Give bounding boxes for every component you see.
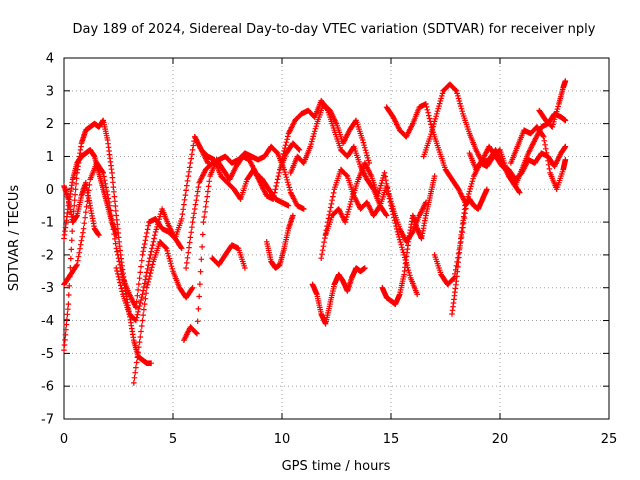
data-point-markers bbox=[183, 143, 307, 271]
y-tick-label: -3 bbox=[41, 281, 54, 296]
data-point-markers bbox=[508, 124, 569, 193]
series-sat-v bbox=[466, 143, 569, 183]
y-tick-labels: -7 -6 -5 -4 -3 -2 -1 0 1 2 3 4 bbox=[41, 52, 54, 428]
x-tick-label: 25 bbox=[601, 432, 618, 447]
x-tick-label: 15 bbox=[383, 432, 400, 447]
series-sat-c bbox=[61, 147, 120, 242]
x-tick-label: 5 bbox=[169, 432, 177, 447]
data-point-markers bbox=[61, 160, 185, 311]
chart-title: Day 189 of 2024, Sidereal Day-to-day VTE… bbox=[73, 22, 596, 37]
series-sat-q bbox=[379, 173, 438, 307]
data-point-markers bbox=[263, 212, 296, 271]
x-tick-label: 20 bbox=[492, 432, 509, 447]
data-point-markers bbox=[61, 147, 120, 242]
data-point-markers bbox=[379, 173, 438, 307]
data-series bbox=[61, 78, 569, 386]
data-point-markers bbox=[420, 81, 569, 189]
x-axis-label: GPS time / hours bbox=[282, 459, 391, 474]
data-point-markers bbox=[61, 179, 102, 238]
y-tick-label: -1 bbox=[41, 216, 54, 231]
series-sat-i bbox=[192, 134, 303, 202]
y-axis-label: SDTVAR / TECUs bbox=[7, 185, 22, 292]
y-tick-label: -7 bbox=[41, 413, 54, 428]
y-tick-label: 2 bbox=[46, 117, 54, 132]
data-point-markers bbox=[287, 101, 372, 176]
y-tick-label: 0 bbox=[46, 183, 54, 198]
series-sat-h bbox=[183, 143, 307, 271]
data-point-markers bbox=[309, 265, 368, 327]
series-sat-a bbox=[61, 117, 154, 366]
series-sat-o bbox=[318, 166, 429, 261]
series-sat-w bbox=[508, 124, 569, 193]
data-point-markers bbox=[466, 143, 569, 183]
y-tick-label: 4 bbox=[46, 52, 54, 67]
data-point-markers bbox=[192, 134, 303, 202]
series-sat-s bbox=[420, 81, 569, 189]
x-tick-label: 0 bbox=[60, 432, 68, 447]
series-sat-p bbox=[322, 160, 420, 298]
y-tick-label: 1 bbox=[46, 150, 54, 165]
series-sat-b bbox=[61, 160, 185, 311]
series-sat-r bbox=[383, 101, 468, 206]
x-tick-labels: 0 5 10 15 20 25 bbox=[60, 432, 617, 447]
data-point-markers bbox=[536, 78, 569, 130]
y-tick-label: -2 bbox=[41, 248, 54, 263]
data-point-markers bbox=[318, 166, 429, 261]
series-sat-n bbox=[309, 265, 368, 327]
data-point-markers bbox=[383, 101, 468, 206]
series-sat-x bbox=[536, 78, 569, 130]
y-tick-label: 3 bbox=[46, 84, 54, 99]
y-tick-label: -4 bbox=[41, 314, 54, 329]
y-tick-label: -5 bbox=[41, 347, 54, 362]
series-sat-f bbox=[131, 239, 196, 386]
data-point-markers bbox=[322, 160, 420, 298]
series-sat-j bbox=[209, 242, 248, 271]
x-tick-label: 10 bbox=[274, 432, 291, 447]
data-point-markers bbox=[209, 242, 248, 271]
series-sat-k bbox=[263, 212, 296, 271]
data-point-markers bbox=[131, 239, 196, 386]
series-sat-u bbox=[449, 186, 490, 317]
series-sat-m bbox=[287, 101, 372, 176]
data-point-markers bbox=[449, 186, 490, 317]
data-point-markers bbox=[61, 117, 154, 366]
y-tick-label: -6 bbox=[41, 380, 54, 395]
series-sat-d bbox=[61, 179, 102, 238]
